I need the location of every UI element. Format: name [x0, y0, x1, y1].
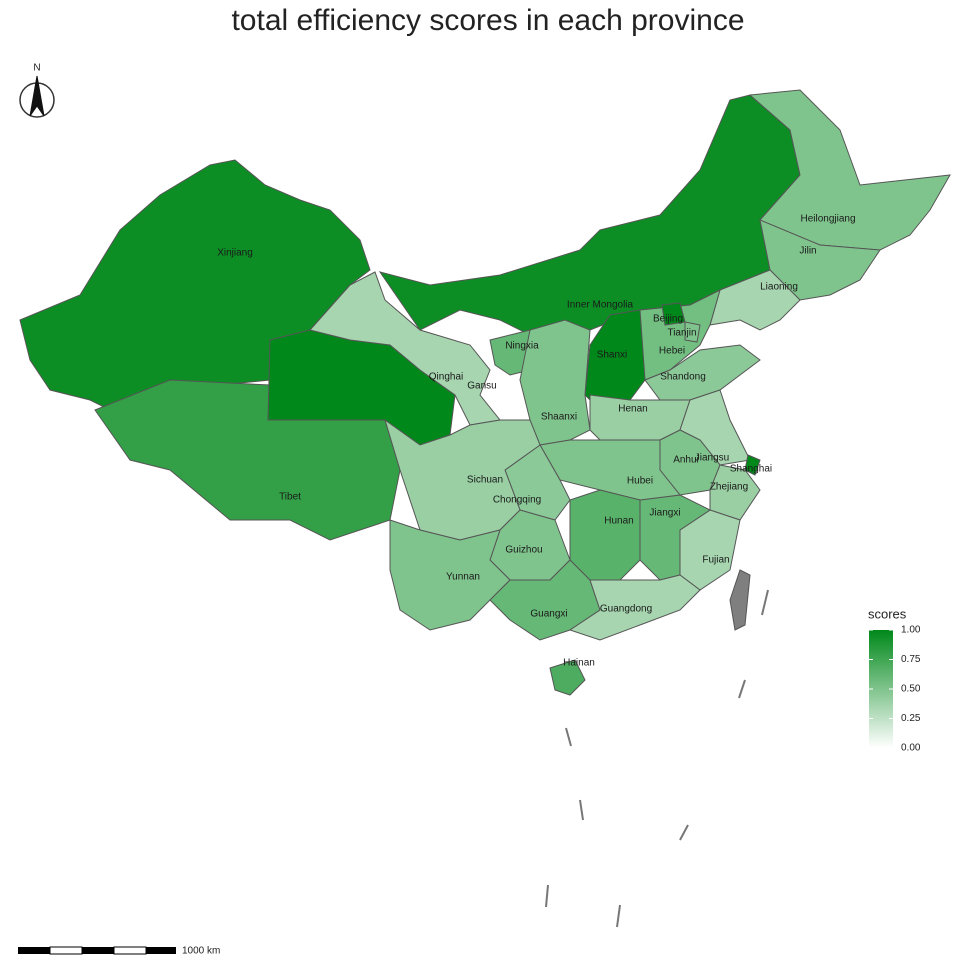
province-label: Guizhou: [505, 545, 542, 556]
province: [549, 659, 586, 696]
province-label: Shanghai: [730, 464, 772, 475]
province-label: Chongqing: [493, 495, 541, 506]
province-label: Guangxi: [530, 609, 567, 620]
province-label: Tibet: [279, 492, 301, 503]
province-label: Liaoning: [760, 282, 798, 293]
colorbar-tick-label: 0.50: [901, 684, 921, 695]
province: [748, 89, 951, 251]
province-label: Jiangsu: [695, 453, 729, 464]
province: [309, 271, 501, 426]
province: [519, 319, 591, 446]
province-label: Tianjin: [667, 328, 696, 339]
province-label: Beijing: [653, 314, 683, 325]
scale-seg: [146, 947, 176, 954]
province-label: Fujian: [702, 555, 729, 566]
province-label: Shandong: [660, 372, 706, 383]
colorbar-tick-label: 0.75: [901, 654, 921, 665]
province: [569, 489, 641, 581]
province-label: Shaanxi: [541, 412, 577, 423]
province-label: Jiangxi: [649, 508, 680, 519]
province-label: Hubei: [627, 476, 653, 487]
province-label: Gansu: [467, 381, 496, 392]
province: [19, 159, 371, 411]
legend-title: scores: [868, 606, 907, 621]
scale-bar: 1000 km: [18, 946, 220, 957]
province-label: Inner Mongolia: [567, 300, 634, 311]
province: [639, 494, 711, 581]
province: [539, 439, 681, 501]
province-label: Qinghai: [429, 372, 463, 383]
taiwan-shape: [729, 569, 751, 631]
province-labels: Xinjiang Tibet Qinghai Gansu Inner Mongolia H…: [217, 214, 855, 669]
province-label: Shanxi: [597, 350, 628, 361]
province-label: Guangdong: [600, 604, 652, 615]
scale-seg: [82, 947, 114, 954]
province-label: Hunan: [604, 516, 633, 527]
province-label: Yunnan: [446, 572, 480, 583]
north-arrow: N: [19, 63, 55, 118]
province-label: Jilin: [799, 246, 816, 257]
province-label: Sichuan: [467, 475, 503, 486]
province: [744, 454, 761, 476]
province-label: Hainan: [563, 658, 595, 669]
province-label: Xinjiang: [217, 248, 253, 259]
province: [709, 269, 801, 331]
compass-needle: [29, 75, 45, 117]
colorbar-tick-label: 1.00: [901, 625, 921, 636]
north-label: N: [33, 63, 40, 74]
province-label: Ningxia: [505, 341, 539, 352]
scale-seg: [49, 946, 83, 955]
colorbar-tick-label: 0.25: [901, 713, 921, 724]
provinces: [19, 89, 951, 696]
province-label: Zhejiang: [710, 482, 748, 493]
province-label: Anhui: [673, 455, 699, 466]
scale-label: 1000 km: [182, 946, 220, 957]
province-label: Heilongjiang: [800, 214, 855, 225]
province: [489, 329, 531, 376]
province: [684, 321, 701, 343]
islands: [545, 589, 769, 928]
province-label: Hebei: [659, 346, 685, 357]
scale-seg: [113, 946, 147, 955]
dash-line: [545, 589, 769, 928]
province-label: Henan: [618, 404, 647, 415]
province: [568, 574, 701, 641]
map-title: total efficiency scores in each province: [231, 4, 744, 37]
colorbar-tick-label: 0.00: [901, 743, 921, 754]
scale-seg: [18, 947, 50, 954]
